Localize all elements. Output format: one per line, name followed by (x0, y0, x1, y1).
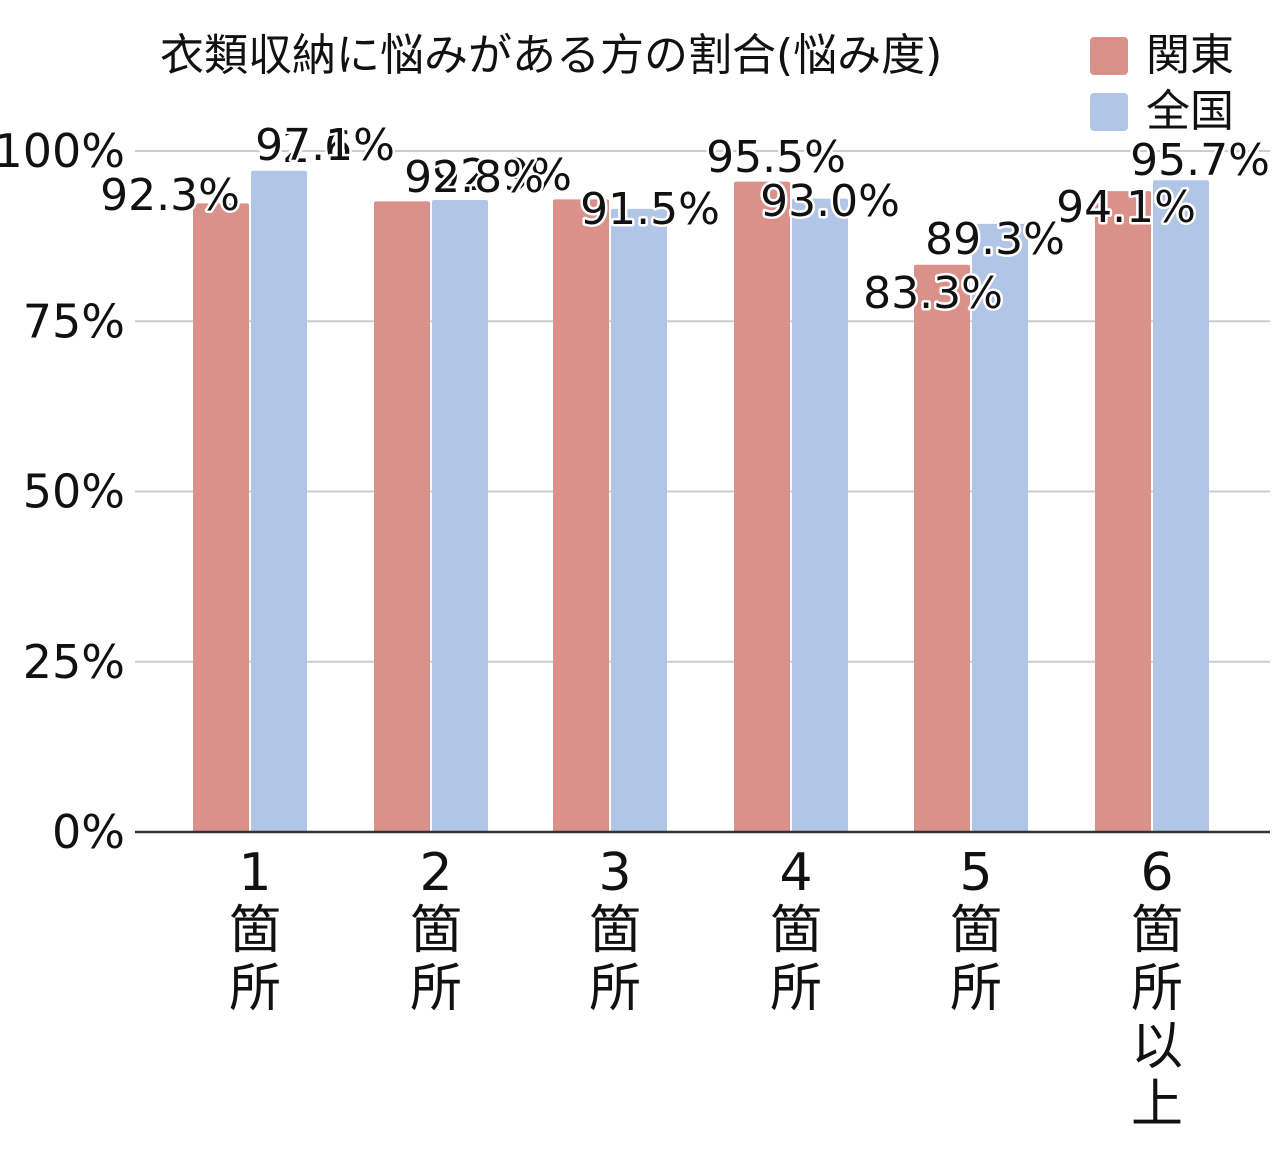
x-tick-label: 箇 (410, 901, 462, 961)
bar (1095, 191, 1151, 832)
y-tick-label: 50% (23, 465, 125, 519)
data-label: 92.8% (404, 152, 544, 203)
x-tick-label: 以 (1131, 1017, 1183, 1077)
data-label: 91.5% (580, 184, 720, 235)
legend-label-national: 全国 (1146, 86, 1234, 137)
y-tick-label: 25% (23, 635, 125, 689)
x-tick-label: 所 (229, 959, 281, 1019)
legend-item-national: 全国 (1090, 86, 1234, 138)
x-tick-label: 4 (779, 843, 812, 903)
x-tick-label: 上 (1131, 1075, 1183, 1135)
x-tick-label: 箇 (229, 901, 281, 961)
bar (734, 181, 790, 832)
bar (432, 200, 488, 833)
x-tick-label: 所 (410, 959, 462, 1019)
x-tick-label: 箇 (1131, 901, 1183, 961)
data-label: 92.9% (432, 150, 572, 201)
x-tick-label: 3 (598, 843, 631, 903)
bar (193, 203, 249, 832)
data-label: 95.7% (1130, 135, 1270, 186)
legend-item-kanto: 関東 (1090, 30, 1234, 82)
data-label: 97.1% (255, 120, 395, 171)
data-label: 92.3% (100, 170, 240, 221)
x-tick-label: 所 (950, 959, 1002, 1019)
legend-swatch-kanto (1090, 37, 1128, 75)
x-tick-label: 所 (589, 959, 641, 1019)
y-tick-label: 100% (0, 124, 125, 178)
bar (553, 199, 609, 832)
data-label: 93.0% (760, 176, 900, 227)
data-label: 83.3% (863, 268, 1003, 319)
legend-label-kanto: 関東 (1146, 30, 1234, 81)
x-tick-label: 箇 (589, 901, 641, 961)
bar (972, 223, 1028, 832)
y-tick-label: 75% (23, 294, 125, 348)
y-tick-label: 0% (52, 805, 125, 859)
x-tick-label: 5 (959, 843, 992, 903)
legend-swatch-national (1090, 93, 1128, 131)
data-label: 89.3% (925, 214, 1065, 265)
x-tick-label: 6 (1140, 843, 1173, 903)
data-label: 95.5% (706, 132, 846, 183)
bar (1153, 180, 1209, 832)
chart-title: 衣類収納に悩みがある方の割合(悩み度) (160, 30, 943, 81)
bar (792, 198, 848, 833)
bar (914, 264, 970, 832)
bar (374, 201, 430, 833)
x-tick-label: 所 (1131, 959, 1183, 1019)
bar (251, 170, 307, 832)
data-label: 92.6% (254, 122, 394, 173)
x-tick-label: 所 (770, 959, 822, 1019)
x-tick-label: 1 (238, 843, 271, 903)
bar (611, 208, 667, 832)
x-tick-label: 2 (419, 843, 452, 903)
data-label: 94.1% (1056, 182, 1196, 233)
x-tick-label: 箇 (950, 901, 1002, 961)
x-tick-label: 箇 (770, 901, 822, 961)
legend: 関東 全国 (1090, 30, 1234, 142)
